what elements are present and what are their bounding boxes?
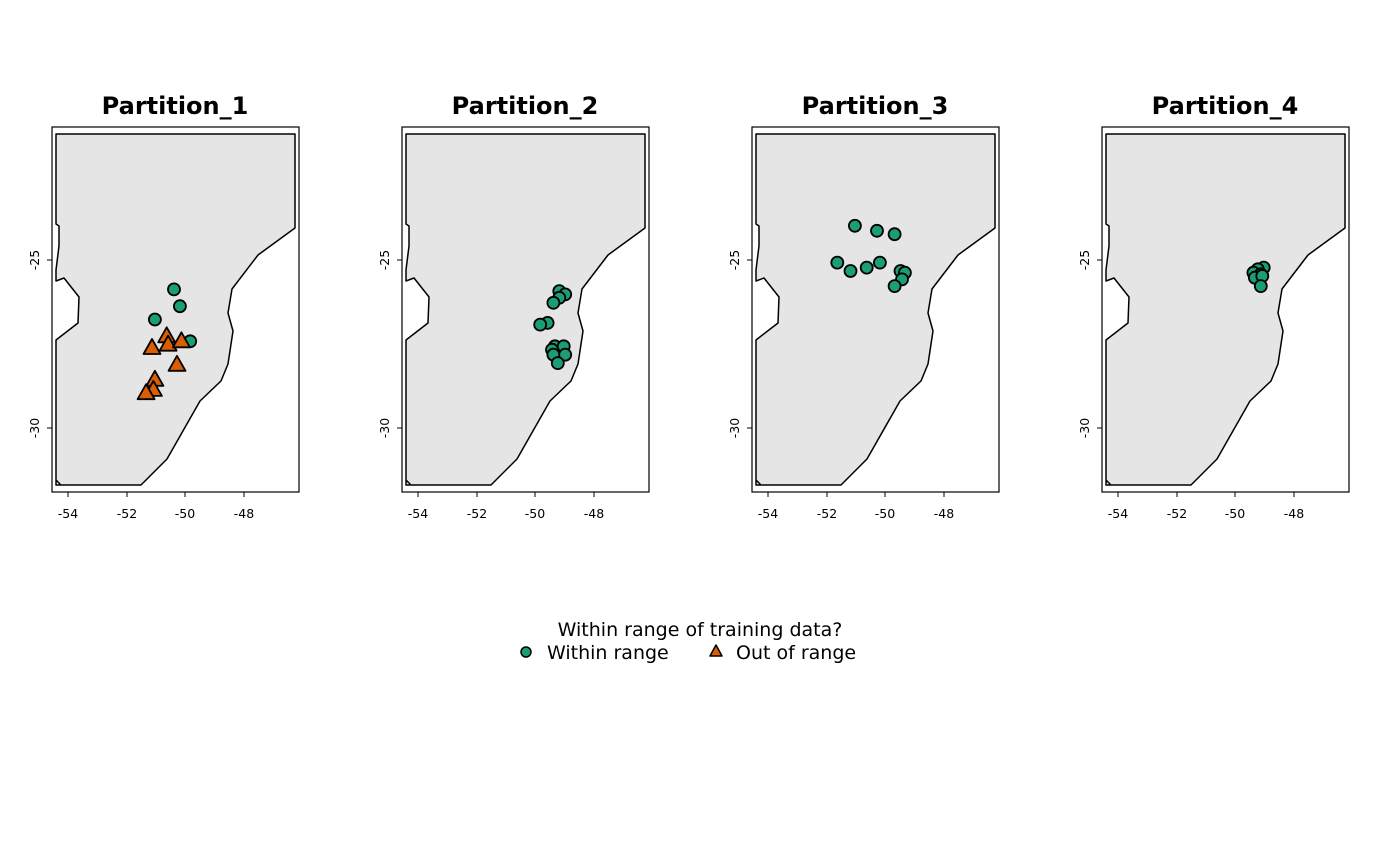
- y-tick-label: -30: [27, 418, 42, 438]
- map-land-3: [755, 133, 996, 486]
- x-tick-label: -48: [234, 506, 254, 521]
- point-out-of-range: [136, 383, 156, 401]
- x-tick-label: -54: [1108, 506, 1128, 521]
- x-tick-label: -54: [408, 506, 428, 521]
- y-tick-label: -25: [377, 250, 392, 270]
- y-tick-label: -30: [1077, 418, 1092, 438]
- point-within-range: [847, 218, 862, 233]
- point-within-range: [830, 255, 845, 270]
- y-tick-label: -25: [1077, 250, 1092, 270]
- panel-title-3: Partition_3: [802, 92, 949, 120]
- x-tick-label: -54: [758, 506, 778, 521]
- point-within-range: [558, 347, 573, 362]
- x-axis-3: -54 -52 -50 -48: [752, 491, 999, 521]
- point-within-range: [859, 260, 874, 275]
- point-within-range: [167, 282, 181, 297]
- legend-entry-out: Out of range: [709, 642, 856, 664]
- legend-title: Within range of training data?: [558, 619, 843, 641]
- panel-title-4: Partition_4: [1152, 92, 1299, 120]
- legend-label-within: Within range: [547, 642, 669, 664]
- panel-2: Partition_2 -54 -52 -50 -48 -25 -30: [377, 92, 650, 521]
- x-axis-2: -54 -52 -50 -48: [402, 491, 649, 521]
- legend: Within range of training data? Within ra…: [520, 619, 856, 664]
- y-tick-label: -25: [727, 250, 742, 270]
- legend-circle-icon: [520, 646, 532, 658]
- point-within-range: [533, 317, 548, 332]
- x-axis-1: -54 -52 -50 -48: [52, 491, 299, 521]
- panel-4: Partition_4 -54 -52 -50 -48 -25 -30: [1077, 92, 1350, 521]
- point-within-range: [887, 227, 902, 242]
- x-tick-label: -52: [117, 506, 137, 521]
- point-within-range: [550, 356, 565, 371]
- x-tick-label: -50: [525, 506, 545, 521]
- points-layer-2: [533, 284, 573, 371]
- panel-1: Partition_1 -54 -52 -50 -48 -25 -30: [27, 92, 300, 521]
- legend-label-out: Out of range: [736, 642, 856, 664]
- x-tick-label: -50: [1225, 506, 1245, 521]
- x-tick-label: -54: [58, 506, 78, 521]
- point-within-range: [887, 279, 902, 294]
- x-tick-label: -52: [817, 506, 837, 521]
- y-tick-label: -30: [377, 418, 392, 438]
- x-tick-label: -52: [1167, 506, 1187, 521]
- x-tick-label: -48: [584, 506, 604, 521]
- x-tick-label: -52: [467, 506, 487, 521]
- point-out-of-range: [172, 331, 191, 349]
- point-within-range: [546, 295, 561, 310]
- map-land-2: [405, 133, 646, 486]
- x-tick-label: -50: [175, 506, 195, 521]
- point-within-range: [172, 299, 187, 314]
- point-within-range: [843, 264, 858, 278]
- point-within-range: [147, 312, 162, 327]
- x-tick-label: -50: [875, 506, 895, 521]
- map-land-4: [1105, 133, 1346, 486]
- panel-3: Partition_3 -54 -52 -50 -48 -25 -30: [727, 92, 1000, 521]
- legend-entry-within: Within range: [520, 642, 669, 664]
- y-tick-label: -25: [27, 250, 42, 270]
- y-axis-3: -25 -30: [727, 127, 753, 492]
- y-axis-4: -25 -30: [1077, 127, 1103, 492]
- x-axis-4: -54 -52 -50 -48: [1102, 491, 1349, 521]
- y-axis-2: -25 -30: [377, 127, 403, 492]
- points-layer-1: [136, 282, 198, 401]
- point-within-range: [872, 255, 887, 270]
- x-tick-label: -48: [934, 506, 954, 521]
- panel-title-2: Partition_2: [452, 92, 599, 120]
- point-within-range: [1253, 279, 1268, 294]
- point-within-range: [870, 223, 884, 238]
- point-out-of-range: [142, 338, 162, 355]
- point-out-of-range: [167, 354, 187, 372]
- x-tick-label: -48: [1284, 506, 1304, 521]
- legend-triangle-icon: [709, 644, 723, 657]
- y-axis-1: -25 -30: [27, 127, 53, 492]
- y-tick-label: -30: [727, 418, 742, 438]
- points-layer-4: [1246, 260, 1271, 294]
- points-layer-3: [830, 218, 912, 294]
- panel-title-1: Partition_1: [102, 92, 249, 120]
